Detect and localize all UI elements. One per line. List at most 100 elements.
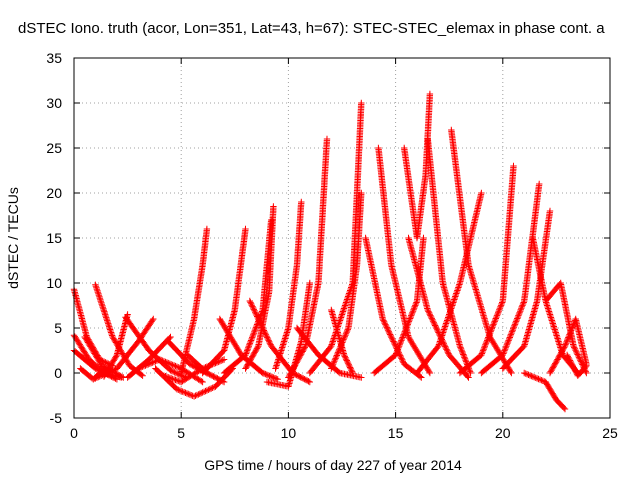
data-point: [258, 323, 266, 330]
data-point: [443, 318, 450, 326]
data-point: [491, 318, 498, 325]
data-point: [342, 354, 349, 361]
data-point: [426, 369, 434, 377]
data-point: [405, 319, 412, 327]
data-point: [488, 325, 495, 332]
data-point: [112, 353, 120, 360]
data-point: [298, 198, 305, 206]
data-point: [489, 339, 497, 346]
data-point: [342, 299, 350, 306]
data-point: [409, 308, 417, 315]
data-point: [343, 357, 350, 364]
data-point: [397, 353, 404, 361]
data-point: [532, 374, 539, 381]
data-point: [294, 356, 302, 363]
data-point: [410, 343, 418, 350]
data-point: [250, 306, 257, 313]
data-point: [549, 364, 557, 371]
data-point: [148, 359, 155, 367]
data-point: [216, 315, 223, 323]
data-point: [398, 335, 406, 343]
data-series-36: [456, 162, 517, 377]
data-point: [390, 339, 398, 347]
data-point: [112, 375, 119, 382]
data-point: [480, 346, 487, 353]
data-point: [572, 347, 579, 354]
data-point: [397, 338, 404, 346]
data-point: [189, 362, 196, 369]
data-point: [410, 305, 418, 312]
chart-title: dSTEC Iono. truth (acor, Lon=351, Lat=43…: [18, 20, 605, 37]
data-point: [501, 347, 508, 354]
data-point: [169, 361, 176, 369]
data-point: [395, 344, 402, 351]
data-point: [297, 351, 305, 358]
data-point: [401, 329, 408, 337]
data-point: [343, 329, 350, 336]
data-point: [93, 353, 100, 360]
data-point: [264, 334, 271, 341]
data-point: [493, 312, 501, 319]
data-point: [218, 357, 225, 364]
data-point: [331, 356, 339, 363]
data-point: [434, 327, 441, 335]
data-point: [110, 335, 117, 342]
data-point: [561, 344, 568, 351]
data-point: [555, 353, 563, 360]
data-point: [521, 369, 528, 377]
data-point: [75, 338, 82, 346]
data-point: [162, 358, 169, 366]
data-point: [329, 362, 336, 369]
data-point: [179, 388, 186, 395]
data-point: [142, 362, 149, 369]
data-point: [299, 348, 306, 355]
data-point: [108, 361, 115, 368]
data-point: [84, 337, 91, 345]
data-point: [94, 287, 101, 294]
data-point: [508, 328, 516, 335]
data-point: [474, 292, 481, 299]
data-point: [425, 309, 433, 316]
data-point: [349, 369, 356, 377]
data-point: [192, 392, 199, 399]
data-point: [459, 349, 466, 357]
data-layer: [70, 90, 590, 413]
data-point: [507, 331, 515, 338]
data-point: [427, 313, 435, 321]
data-point: [248, 335, 255, 343]
data-point: [546, 369, 554, 377]
data-point: [460, 351, 467, 358]
data-point: [383, 324, 390, 331]
data-point: [552, 359, 560, 366]
data-point: [168, 367, 175, 375]
data-point: [328, 363, 336, 371]
data-point: [551, 361, 558, 369]
data-point: [110, 357, 117, 364]
data-point: [407, 337, 414, 345]
data-point: [418, 355, 425, 362]
data-point: [414, 349, 422, 357]
data-point: [109, 367, 116, 374]
data-point: [246, 297, 253, 305]
data-point: [244, 346, 251, 353]
data-point: [440, 340, 447, 347]
data-point: [394, 347, 401, 354]
data-point: [138, 364, 145, 371]
data-point: [219, 356, 226, 364]
data-point: [464, 373, 471, 380]
data-point: [182, 389, 189, 396]
data-point: [295, 355, 302, 362]
data-point: [323, 135, 331, 143]
data-point: [135, 365, 142, 372]
data-point: [398, 355, 405, 362]
data-point: [243, 348, 250, 356]
data-point: [305, 378, 312, 385]
data-point: [168, 375, 175, 382]
data-point: [306, 279, 313, 287]
data-point: [90, 348, 97, 356]
data-point: [420, 234, 427, 242]
data-point: [95, 373, 102, 381]
data-point: [167, 333, 174, 341]
data-point: [494, 310, 501, 318]
x-tick-label: 0: [70, 425, 78, 441]
